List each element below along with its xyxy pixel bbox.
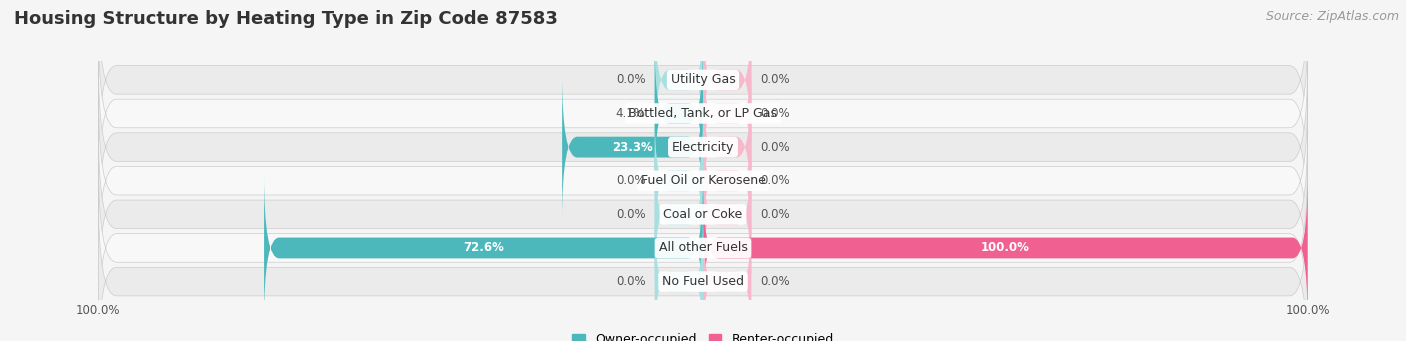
FancyBboxPatch shape [98,0,1308,166]
FancyBboxPatch shape [98,27,1308,200]
Text: 0.0%: 0.0% [761,174,790,187]
Text: 100.0%: 100.0% [981,241,1029,254]
FancyBboxPatch shape [655,6,703,153]
Text: Electricity: Electricity [672,140,734,153]
FancyBboxPatch shape [655,107,703,254]
FancyBboxPatch shape [703,73,751,221]
FancyBboxPatch shape [703,174,1308,322]
FancyBboxPatch shape [703,107,751,254]
FancyBboxPatch shape [264,174,703,322]
Text: Source: ZipAtlas.com: Source: ZipAtlas.com [1265,10,1399,23]
Text: 0.0%: 0.0% [761,73,790,86]
Text: Coal or Coke: Coal or Coke [664,208,742,221]
FancyBboxPatch shape [655,141,703,288]
Text: All other Fuels: All other Fuels [658,241,748,254]
FancyBboxPatch shape [98,94,1308,267]
Legend: Owner-occupied, Renter-occupied: Owner-occupied, Renter-occupied [572,333,834,341]
FancyBboxPatch shape [655,40,703,187]
FancyBboxPatch shape [562,73,703,221]
FancyBboxPatch shape [98,128,1308,301]
FancyBboxPatch shape [655,208,703,341]
Text: Fuel Oil or Kerosene: Fuel Oil or Kerosene [641,174,765,187]
Text: 72.6%: 72.6% [463,241,503,254]
FancyBboxPatch shape [703,40,751,187]
Text: 23.3%: 23.3% [612,140,652,153]
Text: No Fuel Used: No Fuel Used [662,275,744,288]
Text: 0.0%: 0.0% [761,208,790,221]
FancyBboxPatch shape [703,141,751,288]
Text: 0.0%: 0.0% [616,73,645,86]
Text: 0.0%: 0.0% [616,208,645,221]
Text: Housing Structure by Heating Type in Zip Code 87583: Housing Structure by Heating Type in Zip… [14,10,558,28]
Text: 0.0%: 0.0% [761,140,790,153]
Text: 0.0%: 0.0% [761,107,790,120]
Text: 0.0%: 0.0% [761,275,790,288]
Text: Bottled, Tank, or LP Gas: Bottled, Tank, or LP Gas [628,107,778,120]
FancyBboxPatch shape [703,208,751,341]
Text: 0.0%: 0.0% [616,275,645,288]
FancyBboxPatch shape [98,195,1308,341]
FancyBboxPatch shape [703,6,751,153]
FancyBboxPatch shape [98,161,1308,335]
Text: 0.0%: 0.0% [616,174,645,187]
FancyBboxPatch shape [98,61,1308,234]
Text: 4.1%: 4.1% [616,107,645,120]
Text: Utility Gas: Utility Gas [671,73,735,86]
